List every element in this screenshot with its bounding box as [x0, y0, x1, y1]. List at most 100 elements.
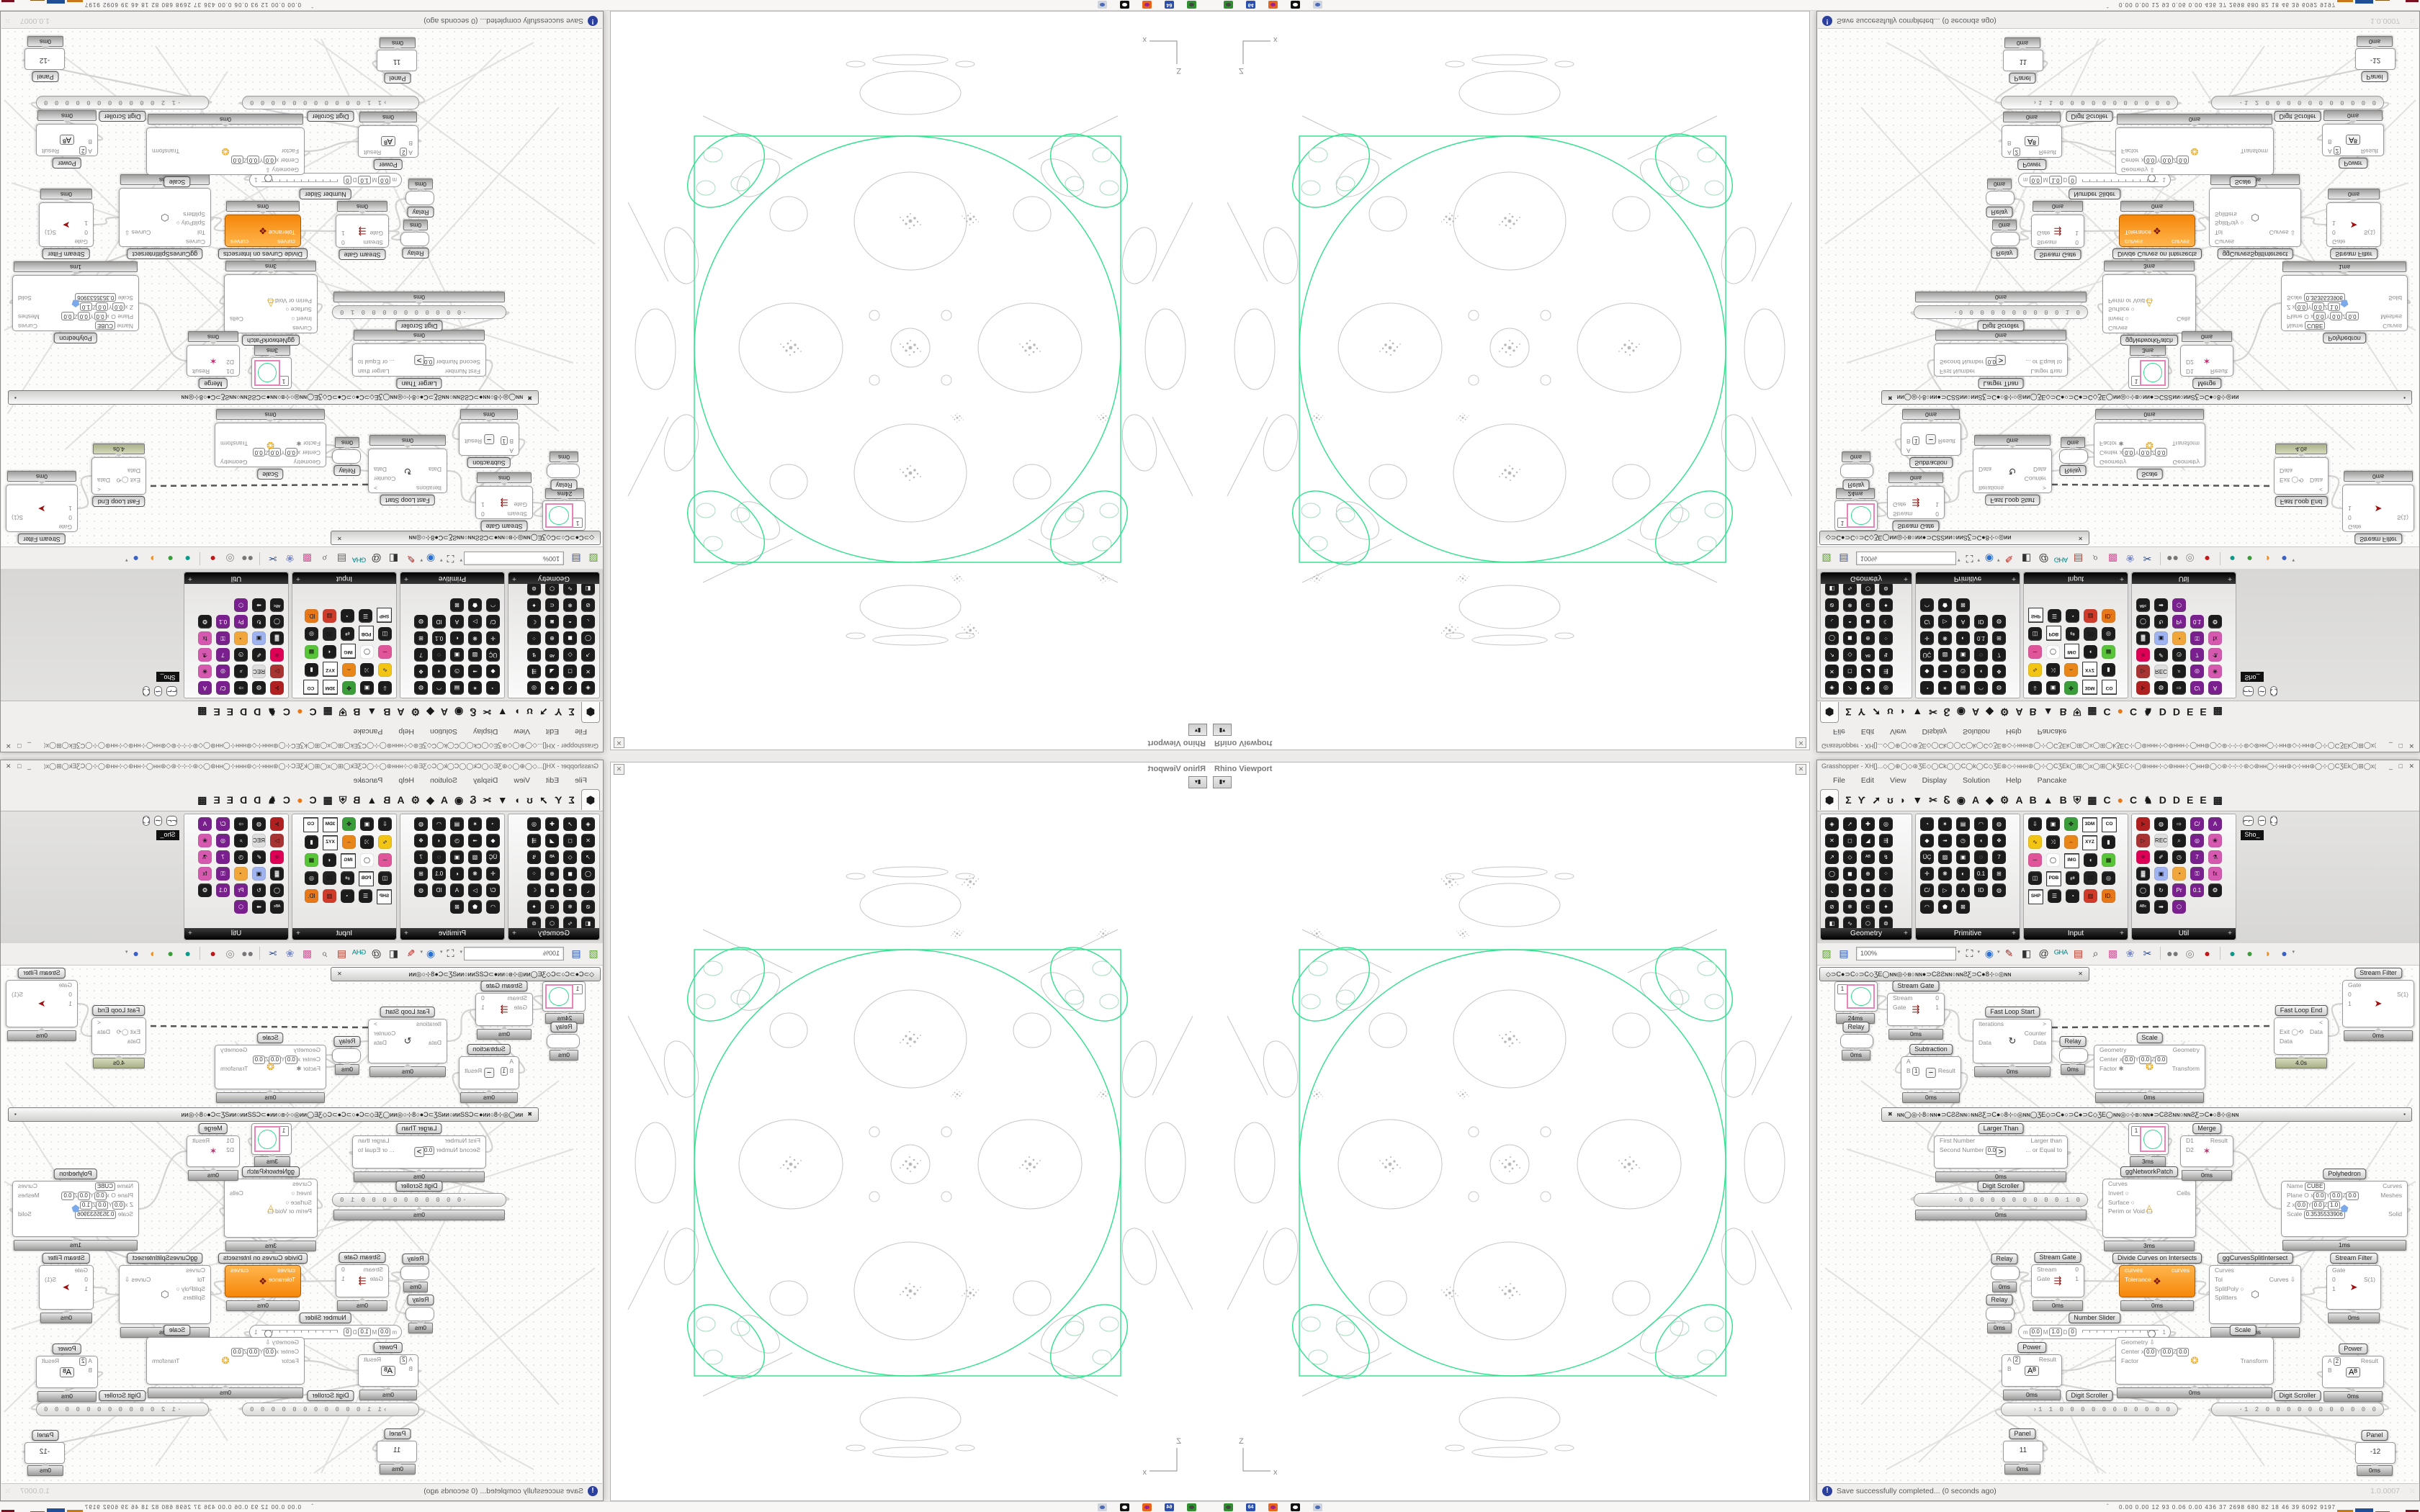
component-icon[interactable]: ❋ — [468, 867, 482, 881]
component-icon[interactable]: ▨ — [468, 648, 482, 662]
component-icon[interactable]: XYZ — [2082, 835, 2097, 850]
node-body[interactable] — [2059, 1048, 2088, 1063]
component-icon[interactable]: PDB — [359, 626, 374, 641]
category-tab[interactable]: ⛨ — [2073, 706, 2081, 719]
component-icon[interactable]: ◠ — [1974, 817, 1988, 831]
category-tab[interactable]: ◆ — [426, 793, 434, 806]
category-tab[interactable]: Ꮛ — [1943, 706, 1950, 719]
node-body[interactable]: A 2 Result B Aᴮ — [358, 1354, 418, 1387]
component-icon[interactable]: ▦ — [2102, 645, 2115, 659]
menu-item-edit[interactable]: Edit — [545, 727, 560, 736]
category-tab[interactable]: ▼ — [497, 793, 508, 806]
value-box[interactable]: 1 — [500, 436, 508, 446]
component-icon[interactable]: ◎ — [527, 817, 541, 831]
category-tab[interactable]: Ƴ — [554, 706, 563, 719]
notes-icon[interactable]: ▤ — [336, 553, 347, 564]
component-icon[interactable]: ✛ — [486, 867, 500, 881]
resize-grip[interactable]: ⁙ — [2409, 17, 2416, 24]
find-icon[interactable]: ⌕ — [2092, 948, 2099, 959]
component-icon[interactable]: PDB — [359, 871, 374, 886]
node-body[interactable] — [332, 449, 361, 464]
value-box[interactable]: 0.0 — [77, 1192, 90, 1200]
category-tab[interactable]: ⬢ — [1820, 789, 1839, 810]
remote-icon[interactable]: @ — [371, 553, 382, 564]
component-icon[interactable]: ⇩ — [378, 681, 392, 695]
component-icon[interactable]: ◯ — [581, 631, 595, 645]
component-icon[interactable]: ↻ — [252, 615, 266, 629]
chevron-down-icon[interactable]: ▾ — [420, 950, 423, 955]
canvas-group-bar[interactable]: ✖ ɴɴ◯◎⊹8○ɴɴ●⊃CƧƧɴɴ○ɴɴƧƸ⊃C●○8⊹○◎ɴɴ◯ƷE◇⊃C●○… — [8, 390, 539, 405]
zoom-extents-icon[interactable]: ⛶ — [447, 948, 454, 959]
palette-label[interactable]: Sho_ — [2241, 672, 2264, 682]
component-icon[interactable]: 7 — [414, 850, 428, 864]
value-box[interactable]: 0.0 — [2330, 312, 2343, 320]
component-icon[interactable]: ➟ — [468, 834, 482, 847]
tray-indicator[interactable] — [30, 0, 45, 1]
palette-label[interactable]: Input + — [2024, 928, 2128, 940]
node-body[interactable]: A 2 Result B Aᴮ — [2322, 1356, 2384, 1388]
component-icon[interactable]: ⇨ — [234, 681, 248, 695]
gha-icon[interactable]: ᴳᴴᴬ — [2053, 553, 2069, 564]
node-body[interactable]: Gate 0 S(1) 1 ➤ — [6, 485, 78, 532]
donut-icon[interactable]: ◎ — [2185, 948, 2195, 959]
component-icon[interactable]: ID — [432, 615, 446, 629]
component-icon[interactable]: ◢ — [1861, 665, 1875, 678]
component-icon[interactable]: ◷ — [234, 648, 248, 662]
component-icon[interactable]: A — [198, 681, 212, 695]
component-icon[interactable]: A — [1956, 883, 1970, 897]
component-icon[interactable]: ◔ — [486, 817, 500, 831]
category-tab[interactable]: ▼ — [1912, 793, 1923, 806]
node-body[interactable] — [1840, 464, 1873, 478]
value-box[interactable]: 0.3535533906 — [2303, 293, 2345, 302]
category-tab[interactable]: B — [383, 793, 391, 806]
component-icon[interactable]: ↻ — [2154, 615, 2168, 629]
node-body[interactable]: First Number Larger than Second Number 0.0… — [1934, 343, 2068, 377]
category-tab[interactable]: ◉ — [1956, 706, 1966, 719]
category-tab[interactable]: ▲ — [367, 706, 377, 719]
component-icon[interactable]: ◓ — [563, 615, 577, 629]
component-icon[interactable]: fx — [198, 867, 212, 881]
category-tab[interactable]: A — [2015, 706, 2023, 719]
component-icon[interactable]: ◔ — [2172, 867, 2186, 881]
component-icon[interactable]: ◫ — [2028, 871, 2042, 885]
category-tab[interactable]: ♞ — [267, 706, 277, 719]
component-icon[interactable]: ⇄ — [2066, 627, 2079, 641]
category-tab[interactable]: D — [254, 793, 261, 806]
component-icon[interactable]: ▮ — [2102, 835, 2115, 849]
value-box[interactable]: 0.0 — [2160, 1347, 2174, 1356]
category-tab[interactable]: ◆ — [426, 706, 434, 719]
taskbar-app-calc[interactable] — [1313, 1, 1322, 9]
taskbar-app-calc[interactable] — [1313, 1503, 1322, 1511]
component-icon[interactable]: ❖ — [414, 665, 428, 678]
component-icon[interactable]: ◌ — [1974, 648, 1988, 662]
component-icon[interactable]: 0.1 — [432, 867, 446, 881]
node-body[interactable]: 11 — [2003, 50, 2043, 71]
component-icon[interactable]: ✤ — [342, 681, 356, 695]
component-icon[interactable]: ⛶ — [143, 816, 150, 826]
gift-icon[interactable]: ▩ — [302, 948, 313, 959]
value-box[interactable]: 2 — [2012, 1356, 2021, 1364]
component-icon[interactable]: ◠ — [486, 598, 500, 612]
chevron-down-icon[interactable]: ▾ — [2292, 557, 2295, 562]
component-icon[interactable]: 7 — [1992, 648, 2006, 662]
component-icon[interactable]: ⊕ — [545, 631, 559, 645]
component-icon[interactable]: ◓ — [563, 883, 577, 897]
category-tab[interactable]: E — [226, 706, 234, 719]
category-tab[interactable]: ▼ — [1912, 706, 1923, 719]
component-icon[interactable]: ✐ — [2154, 850, 2168, 864]
taskbar-app-floppy64[interactable]: 64 — [1246, 1503, 1255, 1511]
node-body[interactable]: D1 Result D2 ✶ — [2180, 1135, 2233, 1167]
component-icon[interactable]: ✕ — [1825, 665, 1839, 678]
component-icon[interactable]: ◎ — [2190, 834, 2204, 847]
component-icon[interactable]: A — [1956, 615, 1970, 629]
find-icon[interactable]: ⌕ — [2092, 553, 2099, 564]
component-icon[interactable]: ◻ — [1843, 665, 1857, 678]
value-box[interactable]: 0.0 — [2123, 1055, 2136, 1064]
category-tab[interactable]: D — [240, 793, 248, 806]
value-box[interactable]: 2 — [79, 146, 87, 155]
component-icon[interactable]: ↯ — [1879, 850, 1893, 864]
component-icon[interactable]: ▨ — [1938, 850, 1952, 864]
node-body[interactable]: Gate 0 S(1) 1 ➤ — [2326, 1265, 2381, 1310]
value-box[interactable]: 0.0 — [61, 312, 74, 320]
